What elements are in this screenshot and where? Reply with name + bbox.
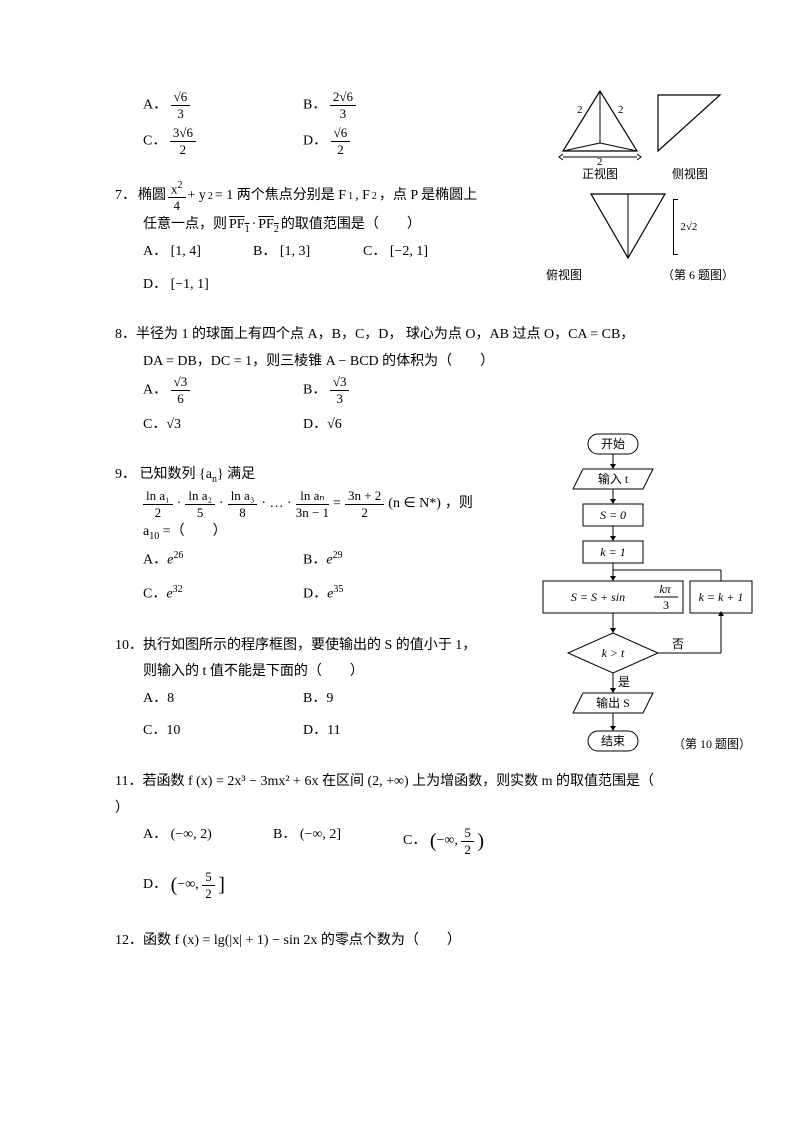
svg-text:kπ: kπ bbox=[659, 582, 671, 596]
top-view-svg bbox=[583, 188, 673, 266]
q8-option-C: C．√3 bbox=[143, 412, 303, 439]
q9-num: 9． bbox=[115, 467, 136, 482]
svg-text:开始: 开始 bbox=[601, 437, 625, 451]
q6-option-D: D． √62 bbox=[303, 126, 463, 156]
q8: 8．半径为 1 的球面上有四个点 A，B，C，D， 球心为点 O，AB 过点 O… bbox=[115, 322, 700, 444]
q7-num: 7． bbox=[115, 183, 136, 210]
q11-num: 11． bbox=[115, 774, 142, 789]
top-edge-label: 2√2 bbox=[680, 221, 697, 233]
q10-option-C: C．10 bbox=[143, 718, 303, 745]
q8-option-B: B． √33 bbox=[303, 375, 463, 405]
q12: 12．函数 f (x) = lg(|x| + 1) − sin 2x 的零点个数… bbox=[115, 928, 700, 955]
side-view-svg bbox=[655, 85, 725, 165]
front-view-svg: 2 2 2 bbox=[555, 85, 645, 165]
q6-figure: 2 2 2 正视图 侧视图 bbox=[540, 85, 740, 283]
q9-option-B: B．e29 bbox=[303, 546, 463, 574]
q9-option-D: D．e35 bbox=[303, 580, 463, 608]
q11-option-A: A． (−∞, 2) bbox=[143, 822, 273, 860]
q8-option-A: A． √36 bbox=[143, 375, 303, 405]
q11-option-D: D． (−∞, 52 ] bbox=[143, 866, 293, 904]
q6-caption: （第 6 题图） bbox=[662, 266, 734, 283]
q7-option-A: A． [1, 4] bbox=[143, 239, 253, 266]
q10-option-D: D．11 bbox=[303, 718, 463, 745]
q7: 7． 椭圆 x24 + y2 = 1 两个焦点分别是 F1, F2 ，点 P 是… bbox=[115, 181, 535, 305]
svg-text:S = S + sin: S = S + sin bbox=[571, 590, 625, 604]
q11-option-C: C． (−∞, 52 ) bbox=[403, 822, 553, 860]
q10-option-B: B．9 bbox=[303, 686, 463, 713]
q10: 10．执行如图所示的程序框图，要使输出的 S 的值小于 1， 则输入的 t 值不… bbox=[115, 633, 495, 751]
edge-label-2: 2 bbox=[618, 104, 624, 116]
q9-option-A: A．e26 bbox=[143, 546, 303, 574]
svg-text:（第 10 题图）: （第 10 题图） bbox=[673, 737, 751, 751]
q6-option-B: B． 2√63 bbox=[303, 90, 463, 120]
svg-text:输出 S: 输出 S bbox=[596, 695, 630, 710]
q7-option-C: C． [−2, 1] bbox=[363, 239, 473, 266]
front-view-label: 正视图 bbox=[555, 165, 645, 182]
svg-text:k > t: k > t bbox=[602, 646, 625, 660]
q11: 11．若函数 f (x) = 2x³ − 3mx² + 6x 在区间 (2, +… bbox=[115, 769, 700, 910]
top-view-label: 俯视图 bbox=[546, 266, 582, 283]
edge-label-3: 2 bbox=[597, 156, 603, 165]
q6-options-block: A． √63 B． 2√63 C． 3√62 D． √62 bbox=[115, 90, 475, 163]
q6-option-C: C． 3√62 bbox=[143, 126, 303, 156]
q10-option-A: A．8 bbox=[143, 686, 303, 713]
svg-text:输入 t: 输入 t bbox=[598, 471, 629, 486]
q11-option-B: B． (−∞, 2] bbox=[273, 822, 403, 860]
svg-text:结束: 结束 bbox=[601, 734, 625, 748]
q7-option-B: B． [1, 3] bbox=[253, 239, 363, 266]
svg-text:3: 3 bbox=[663, 598, 669, 612]
q10-num: 10． bbox=[115, 638, 143, 653]
q7-option-D: D． [−1, 1] bbox=[143, 272, 253, 299]
exam-page: 2 2 2 正视图 侧视图 bbox=[0, 0, 800, 1033]
svg-text:k = k + 1: k = k + 1 bbox=[699, 590, 744, 604]
q8-num: 8． bbox=[115, 327, 136, 342]
svg-text:是: 是 bbox=[618, 675, 630, 689]
svg-text:否: 否 bbox=[672, 637, 684, 651]
side-view-label: 侧视图 bbox=[655, 165, 725, 182]
q12-num: 12． bbox=[115, 933, 143, 948]
q8-option-D: D．√6 bbox=[303, 412, 463, 439]
q10-flowchart: 开始 输入 t S = 0 k = 1 S = S + sin kπ bbox=[520, 430, 760, 770]
svg-text:S = 0: S = 0 bbox=[600, 508, 626, 522]
edge-label-1: 2 bbox=[577, 104, 583, 116]
q6-option-A: A． √63 bbox=[143, 90, 303, 120]
svg-text:k = 1: k = 1 bbox=[600, 545, 625, 559]
q9-option-C: C．e32 bbox=[143, 580, 303, 608]
q9: 9． 已知数列 {an} 满足 ln a₁2· ln a₂5· ln a₃8 ·… bbox=[115, 462, 495, 614]
